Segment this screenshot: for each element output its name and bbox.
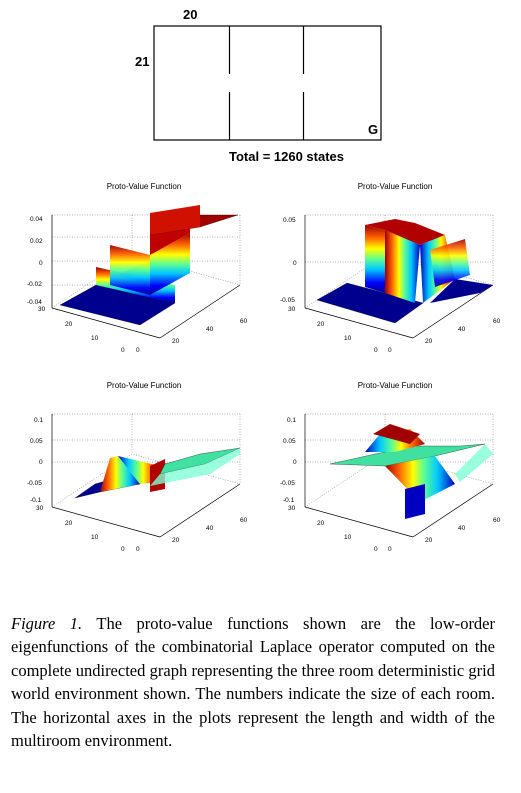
- x-tick: 60: [240, 318, 248, 325]
- y-tick: 30: [288, 306, 296, 313]
- z-tick: -0.02: [27, 281, 42, 288]
- z-tick: 0.1: [287, 417, 297, 424]
- z-tick: -0.05: [280, 480, 295, 487]
- x-tick: 40: [458, 326, 466, 333]
- x-tick: 0: [388, 347, 392, 354]
- z-tick: -0.05: [27, 480, 42, 487]
- y-tick: 30: [288, 505, 296, 512]
- z-tick: 0.05: [283, 438, 296, 445]
- y-tick: 30: [38, 306, 46, 313]
- plot-title: Proto-Value Function: [357, 182, 433, 191]
- plot-title: Proto-Value Function: [106, 381, 182, 390]
- figure-caption: Figure 1. The proto-value functions show…: [11, 612, 495, 752]
- x-tick: 0: [136, 347, 140, 354]
- x-tick: 60: [493, 318, 501, 325]
- z-tick: 0.05: [30, 438, 43, 445]
- room-width-label: 20: [183, 7, 198, 22]
- x-tick: 40: [206, 525, 214, 532]
- x-tick: 60: [493, 517, 501, 524]
- z-tick: -0.1: [283, 497, 295, 504]
- z-tick: 0: [293, 459, 297, 466]
- x-tick: 40: [458, 525, 466, 532]
- y-tick: 10: [344, 534, 352, 541]
- x-tick: 20: [425, 338, 433, 345]
- y-tick: 20: [65, 520, 73, 527]
- plot-title: Proto-Value Function: [106, 182, 182, 191]
- y-tick: 0: [374, 546, 378, 553]
- y-tick: 30: [36, 505, 44, 512]
- z-tick: 0: [39, 260, 43, 267]
- y-tick: 10: [91, 335, 99, 342]
- surface-plot-4: Proto-Value Function 0.1 0.05 0 -0.05 -0…: [255, 374, 521, 559]
- x-tick: 0: [136, 546, 140, 553]
- y-tick: 10: [91, 534, 99, 541]
- z-tick: 0.02: [30, 238, 43, 245]
- x-tick: 0: [388, 546, 392, 553]
- plot-axes: [51, 413, 241, 538]
- z-tick: 0.1: [34, 417, 44, 424]
- surface-plot-1: Proto-Value Function 0.04 0.02: [0, 175, 260, 360]
- caption-text: The proto-value functions shown are the …: [11, 614, 496, 751]
- x-tick: 20: [172, 537, 180, 544]
- x-tick: 60: [240, 517, 248, 524]
- figure-label: Figure 1.: [11, 614, 83, 633]
- plot-axes: [304, 413, 494, 538]
- y-tick: 10: [344, 335, 352, 342]
- three-room-grid: [153, 25, 382, 141]
- y-tick: 0: [121, 546, 125, 553]
- x-tick: 20: [172, 338, 180, 345]
- plot-axes: [304, 214, 494, 339]
- z-tick: 0: [39, 459, 43, 466]
- z-tick: 0.04: [30, 216, 43, 223]
- total-states-label: Total = 1260 states: [229, 149, 345, 164]
- grid-outer-wall: [153, 25, 382, 141]
- y-tick: 20: [317, 321, 325, 328]
- plot-axes: [51, 205, 241, 339]
- y-tick: 20: [317, 520, 325, 527]
- x-tick: 40: [206, 326, 214, 333]
- y-tick: 0: [374, 347, 378, 354]
- z-tick: -0.05: [280, 297, 295, 304]
- surface-plot-2: Proto-Value Function 0.05 0 -0.05 30 20 …: [255, 175, 521, 360]
- plot-title: Proto-Value Function: [357, 381, 433, 390]
- z-tick: -0.04: [27, 299, 42, 306]
- goal-label: G: [368, 122, 379, 137]
- y-tick: 20: [65, 321, 73, 328]
- z-tick: 0.05: [283, 217, 296, 224]
- y-tick: 0: [121, 347, 125, 354]
- z-tick: -0.1: [30, 497, 42, 504]
- surface-plot-3: Proto-Value Function 0.1 0.05 0 -0.05 -0…: [0, 374, 260, 559]
- x-tick: 20: [425, 537, 433, 544]
- z-tick: 0: [293, 260, 297, 267]
- room-height-label: 21: [135, 54, 150, 69]
